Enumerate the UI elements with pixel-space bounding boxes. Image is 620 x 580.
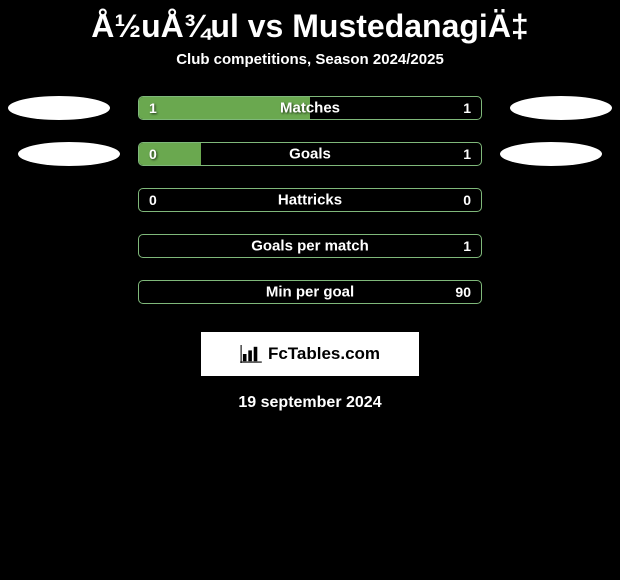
player-right-form-ellipse xyxy=(500,142,602,166)
player-left-form-ellipse xyxy=(18,142,120,166)
stat-right-value: 0 xyxy=(463,192,471,208)
bar-chart-icon xyxy=(240,345,262,363)
page-subtitle: Club competitions, Season 2024/2025 xyxy=(0,51,620,96)
page-title: Å½uÅ¾ul vs MustedanagiÄ‡ xyxy=(0,0,620,51)
stat-left-value: 0 xyxy=(149,146,157,162)
brand-text: FcTables.com xyxy=(268,344,380,364)
stat-bar-hattricks: 0 Hattricks 0 xyxy=(138,188,482,212)
stat-left-value: 0 xyxy=(149,192,157,208)
stat-label: Hattricks xyxy=(278,192,342,209)
brand-box[interactable]: FcTables.com xyxy=(201,332,419,376)
stat-row: Min per goal 90 xyxy=(0,280,620,304)
stat-row: 1 Matches 1 xyxy=(0,96,620,120)
stat-bar-goals: 0 Goals 1 xyxy=(138,142,482,166)
player-left-form-ellipse xyxy=(8,96,110,120)
stat-bar-min-per-goal: Min per goal 90 xyxy=(138,280,482,304)
stat-label: Matches xyxy=(280,100,340,117)
stat-label: Min per goal xyxy=(266,284,354,301)
stat-row: Goals per match 1 xyxy=(0,234,620,258)
stat-right-value: 1 xyxy=(463,238,471,254)
stat-right-value: 1 xyxy=(463,100,471,116)
stat-row: 0 Goals 1 xyxy=(0,142,620,166)
stat-bar-matches: 1 Matches 1 xyxy=(138,96,482,120)
player-right-form-ellipse xyxy=(510,96,612,120)
stat-right-value: 90 xyxy=(455,284,471,300)
footer-date: 19 september 2024 xyxy=(0,394,620,412)
stat-label: Goals xyxy=(289,146,331,163)
stat-label: Goals per match xyxy=(251,238,369,255)
stat-bar-goals-per-match: Goals per match 1 xyxy=(138,234,482,258)
stat-right-value: 1 xyxy=(463,146,471,162)
bar-right-fill xyxy=(201,143,481,165)
stat-rows: 1 Matches 1 0 Goals 1 0 Hattricks 0 xyxy=(0,96,620,304)
stat-row: 0 Hattricks 0 xyxy=(0,188,620,212)
stat-left-value: 1 xyxy=(149,100,157,116)
